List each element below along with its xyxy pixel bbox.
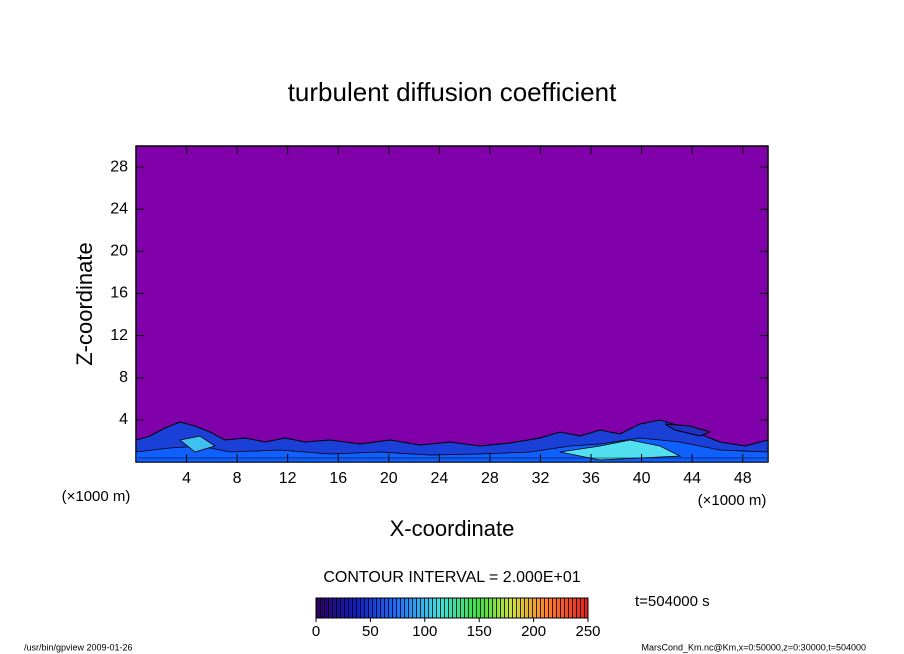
colorbar-tick-label: 0 (312, 623, 320, 640)
x-tick-label: 8 (233, 470, 242, 487)
y-tick-label: 24 (110, 200, 128, 217)
footer-right: MarsCond_Km.nc@Km,x=0:50000,z=0:30000,t=… (641, 642, 866, 652)
y-tick-label: 28 (110, 158, 128, 175)
chart-title: turbulent diffusion coefficient (288, 77, 617, 107)
x-tick-label: 44 (683, 470, 701, 487)
y-tick-label: 16 (110, 285, 128, 302)
x-tick-label: 12 (279, 470, 297, 487)
x-tick-label: 24 (430, 470, 448, 487)
x-axis-label: X-coordinate (390, 516, 515, 541)
x-tick-label: 20 (380, 470, 398, 487)
y-tick-label: 8 (119, 369, 128, 386)
colorbar-frame (315, 597, 589, 619)
colorbar-tick-label: 200 (521, 623, 546, 640)
time-label: t=504000 s (635, 593, 710, 610)
x-unit: (×1000 m) (698, 492, 767, 509)
colorbar-tick-label: 250 (575, 623, 600, 640)
x-tick-label: 4 (182, 470, 191, 487)
colorbar-tick-label: 50 (362, 623, 379, 640)
footer-left: /usr/bin/gpview 2009-01-26 (24, 642, 133, 652)
contour-field (136, 419, 768, 462)
y-tick-label: 12 (110, 327, 128, 344)
x-tick-label: 28 (481, 470, 499, 487)
contour-interval: CONTOUR INTERVAL = 2.000E+01 (323, 569, 580, 586)
colorbar-tick-label: 150 (467, 623, 492, 640)
y-axis-label: Z-coordinate (72, 242, 97, 366)
plot-area (135, 145, 769, 463)
x-unit: (×1000 m) (62, 488, 131, 505)
x-tick-label: 32 (532, 470, 550, 487)
colorbar-tick-label: 100 (412, 623, 437, 640)
x-tick-label: 40 (633, 470, 651, 487)
x-tick-label: 36 (582, 470, 600, 487)
x-tick-label: 16 (329, 470, 347, 487)
y-tick-label: 20 (110, 243, 128, 260)
x-tick-label: 48 (734, 470, 752, 487)
y-tick-label: 4 (119, 411, 128, 428)
